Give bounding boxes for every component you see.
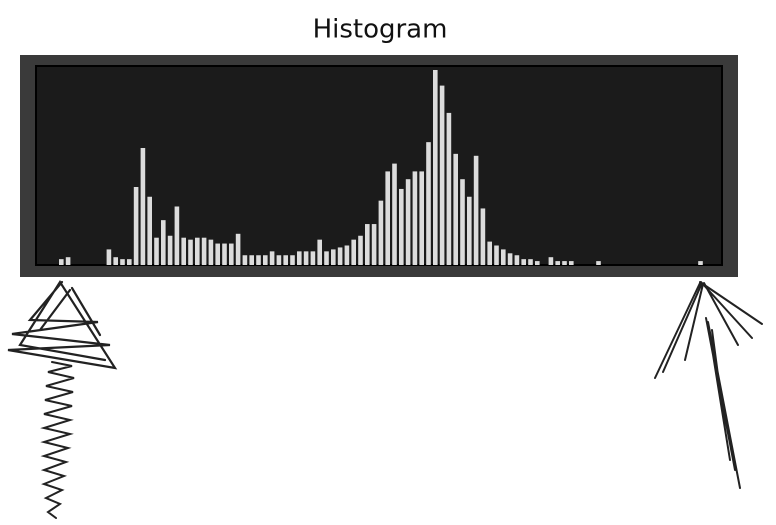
bar (698, 261, 703, 265)
bar (311, 251, 316, 265)
bar (127, 259, 132, 265)
bar (297, 251, 302, 265)
bar (569, 261, 574, 265)
bar (256, 255, 261, 265)
bar (596, 261, 601, 265)
bar (59, 259, 64, 265)
bar (433, 70, 438, 265)
bar (515, 255, 520, 265)
bar (141, 148, 146, 265)
bar (263, 255, 268, 265)
bar (474, 156, 479, 265)
right-arrow (655, 282, 762, 488)
bar (365, 224, 370, 265)
bar (467, 197, 472, 265)
bar (562, 261, 567, 265)
bar (494, 246, 499, 266)
bar (277, 255, 282, 265)
bar (549, 257, 554, 265)
bar (243, 255, 248, 265)
bar (222, 244, 227, 265)
bar (236, 234, 241, 265)
bar (304, 251, 309, 265)
bar (453, 154, 458, 265)
bar (535, 261, 540, 265)
bar (161, 220, 166, 265)
bar (399, 189, 404, 265)
bar (215, 244, 220, 265)
bar (134, 187, 139, 265)
bar (175, 207, 180, 266)
bar (168, 236, 173, 265)
bar (392, 164, 397, 265)
bar (460, 179, 465, 265)
bar (440, 86, 445, 265)
bar (555, 261, 560, 265)
bar (385, 171, 390, 265)
bar (501, 249, 506, 265)
bar (283, 255, 288, 265)
bar (345, 246, 350, 266)
bar (338, 247, 343, 265)
bar (107, 249, 112, 265)
bar (406, 179, 411, 265)
bar (181, 238, 186, 265)
bar (113, 257, 118, 265)
bar (508, 253, 513, 265)
bar (147, 197, 152, 265)
bar (188, 240, 193, 265)
bar (521, 259, 526, 265)
left-arrow (8, 282, 115, 518)
bar (154, 238, 159, 265)
page: {"chart_data": {"type": "bar", "title": … (0, 0, 776, 521)
bar (487, 242, 492, 265)
bar (379, 201, 384, 265)
bar (195, 238, 200, 265)
bar (229, 244, 234, 265)
bar (419, 171, 424, 265)
bar (358, 236, 363, 265)
bar (413, 171, 418, 265)
bar (270, 251, 275, 265)
bar (66, 257, 71, 265)
bar (426, 142, 431, 265)
bar (120, 259, 125, 265)
bar (249, 255, 254, 265)
chart-title: Histogram (313, 15, 448, 45)
bar (528, 259, 533, 265)
bar (447, 113, 452, 265)
bar (324, 251, 329, 265)
bar (202, 238, 207, 265)
bar (209, 240, 214, 265)
bar (481, 208, 486, 265)
bar (290, 255, 295, 265)
chart: Histogram (0, 0, 776, 521)
bar (331, 249, 336, 265)
bar (351, 240, 356, 265)
bar (372, 224, 377, 265)
bar (317, 240, 322, 265)
